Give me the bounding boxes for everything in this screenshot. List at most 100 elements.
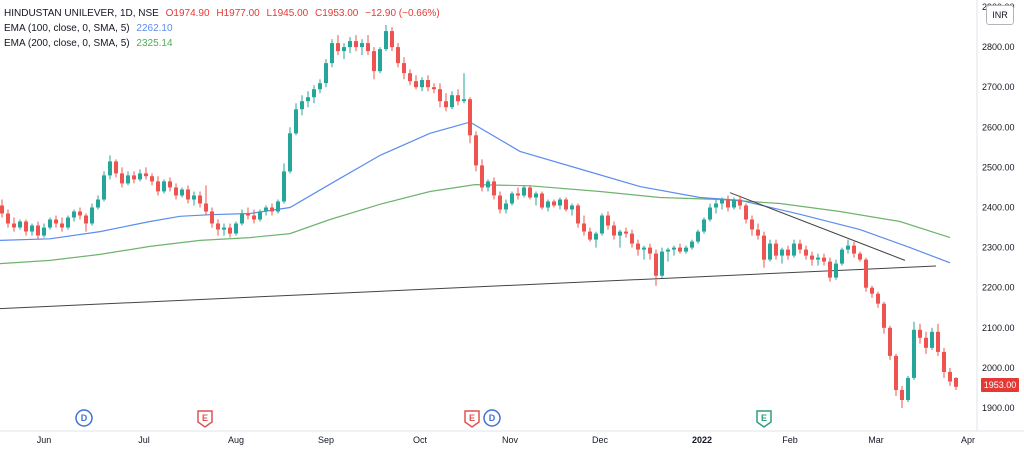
candle[interactable] [432, 83, 436, 94]
candle[interactable] [564, 197, 568, 212]
candle[interactable] [492, 177, 496, 200]
candle[interactable] [48, 217, 52, 230]
candle[interactable] [366, 35, 370, 56]
candle[interactable] [150, 173, 154, 186]
candle[interactable] [894, 353, 898, 396]
candle[interactable] [624, 227, 628, 238]
candle[interactable] [954, 377, 958, 390]
candle[interactable] [612, 221, 616, 240]
candle[interactable] [870, 285, 874, 298]
earnings-event-marker[interactable]: E [197, 410, 213, 428]
candle[interactable] [246, 207, 250, 220]
candle[interactable] [900, 385, 904, 408]
candle[interactable] [132, 171, 136, 184]
candle[interactable] [714, 199, 718, 214]
candle[interactable] [666, 247, 670, 262]
candle[interactable] [66, 215, 70, 230]
candle[interactable] [420, 77, 424, 92]
candle[interactable] [810, 251, 814, 266]
candle[interactable] [264, 205, 268, 216]
ema-200-line[interactable] [0, 183, 951, 265]
candle[interactable] [906, 375, 910, 402]
candle[interactable] [606, 211, 610, 230]
candle[interactable] [186, 185, 190, 204]
candle[interactable] [102, 171, 106, 202]
candle[interactable] [768, 239, 772, 262]
candle[interactable] [762, 231, 766, 268]
candle[interactable] [948, 367, 952, 386]
candle[interactable] [852, 241, 856, 258]
candle[interactable] [738, 195, 742, 210]
candle[interactable] [234, 221, 238, 236]
candle[interactable] [174, 183, 178, 200]
candle[interactable] [78, 207, 82, 220]
candle[interactable] [888, 325, 892, 360]
candle[interactable] [6, 209, 10, 228]
candle[interactable] [258, 209, 262, 222]
candle[interactable] [438, 83, 442, 108]
candle[interactable] [108, 155, 112, 180]
candle[interactable] [114, 159, 118, 178]
candle[interactable] [138, 169, 142, 182]
candle[interactable] [402, 57, 406, 80]
candle[interactable] [30, 223, 34, 236]
candle[interactable] [360, 39, 364, 56]
candle[interactable] [618, 229, 622, 248]
candle[interactable] [534, 191, 538, 206]
candle[interactable] [36, 221, 40, 240]
candle[interactable] [522, 185, 526, 198]
candle[interactable] [282, 163, 286, 204]
candle[interactable] [864, 257, 868, 292]
candle[interactable] [426, 75, 430, 92]
candle[interactable] [408, 69, 412, 86]
candle[interactable] [300, 95, 304, 116]
candle[interactable] [480, 159, 484, 192]
candle[interactable] [348, 37, 352, 54]
candle[interactable] [450, 91, 454, 110]
candle[interactable] [636, 239, 640, 256]
candle[interactable] [198, 191, 202, 208]
candle[interactable] [756, 223, 760, 240]
candle[interactable] [648, 243, 652, 260]
candle[interactable] [288, 127, 292, 174]
candle[interactable] [192, 191, 196, 206]
ema-100-line[interactable] [0, 121, 951, 264]
candle[interactable] [936, 323, 940, 356]
candle[interactable] [72, 209, 76, 222]
candle[interactable] [120, 167, 124, 188]
candle[interactable] [60, 217, 64, 232]
candle[interactable] [18, 219, 22, 230]
candle[interactable] [918, 323, 922, 344]
candle[interactable] [0, 199, 4, 218]
candle[interactable] [846, 239, 850, 254]
candle[interactable] [456, 89, 460, 106]
candle[interactable] [924, 331, 928, 354]
candle[interactable] [858, 251, 862, 262]
candle[interactable] [912, 321, 916, 380]
candle[interactable] [204, 185, 208, 216]
dividend-event-marker[interactable]: D [75, 409, 93, 427]
candle[interactable] [144, 167, 148, 180]
candle[interactable] [444, 93, 448, 112]
candle[interactable] [414, 75, 418, 90]
candle[interactable] [312, 85, 316, 104]
candle[interactable] [222, 223, 226, 236]
candle[interactable] [498, 191, 502, 214]
candle[interactable] [750, 215, 754, 236]
candle[interactable] [336, 35, 340, 56]
candle[interactable] [270, 203, 274, 216]
candle[interactable] [690, 239, 694, 250]
candle[interactable] [834, 259, 838, 280]
candle[interactable] [240, 209, 244, 226]
candle[interactable] [96, 195, 100, 210]
candle[interactable] [90, 203, 94, 226]
candle[interactable] [660, 247, 664, 278]
candle[interactable] [744, 203, 748, 224]
earnings-event-marker[interactable]: E [464, 410, 480, 428]
candle[interactable] [582, 215, 586, 236]
candle[interactable] [210, 207, 214, 228]
candle[interactable] [672, 245, 676, 256]
candle[interactable] [468, 97, 472, 144]
candle[interactable] [384, 25, 388, 52]
